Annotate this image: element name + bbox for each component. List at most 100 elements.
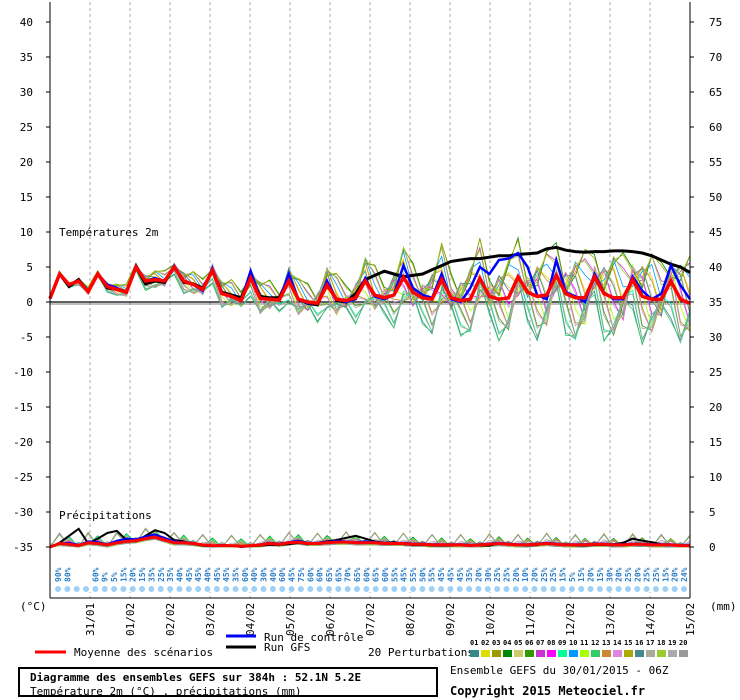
right-tick-label: 10 [709, 471, 722, 484]
precip-drop-icon [475, 586, 482, 592]
perturbation-id-label: 13 [602, 639, 610, 647]
precip-probability-label: 35% [166, 567, 175, 582]
x-date-label: 14/02 [644, 603, 657, 636]
x-date-label: 31/01 [84, 603, 97, 636]
perturbation-temperature-line [49, 266, 691, 343]
precip-probability-label: 9% [101, 572, 110, 582]
precip-drop-icon [419, 586, 426, 592]
precip-probability-label: 15% [138, 567, 147, 582]
mean-temperature-line [48, 263, 691, 306]
precip-drop-icon [55, 586, 61, 592]
perturbation-id-label: 16 [635, 639, 643, 647]
precip-probability-label: 10% [521, 567, 530, 582]
precip-drop-icon [540, 586, 547, 592]
left-tick-label: 40 [20, 16, 33, 29]
precip-probability-label: 45% [446, 567, 455, 582]
precip-probability-label: 15% [661, 567, 670, 582]
precip-drop-icon [129, 586, 136, 592]
right-tick-label: 75 [709, 16, 722, 29]
precip-drop-icon [587, 586, 594, 592]
precip-drop-icon [232, 586, 239, 592]
right-tick-label: 55 [709, 156, 722, 169]
perturbation-id-label: 17 [646, 639, 654, 647]
x-date-label: 12/02 [564, 603, 577, 636]
precip-drop-icon [269, 586, 276, 592]
perturbation-id-label: 15 [624, 639, 632, 647]
perturbation-id-label: 10 [569, 639, 577, 647]
precip-probability-label: 30% [605, 567, 614, 582]
precip-probability-label: 35% [147, 567, 156, 582]
perturbation-color-swatch [646, 650, 655, 657]
precip-probability-label: 45% [213, 567, 222, 582]
precip-drop-icon [438, 586, 445, 592]
precip-probability-label: 25% [624, 567, 633, 582]
x-date-label: 01/02 [124, 603, 137, 636]
precip-drop-icon [466, 586, 473, 592]
left-tick-label: 0 [26, 296, 33, 309]
perturbation-color-swatch [679, 650, 688, 657]
precip-drop-icon [335, 586, 342, 592]
right-tick-label: 65 [709, 86, 722, 99]
left-tick-label: -25 [13, 471, 33, 484]
left-tick-label: 5 [26, 261, 33, 274]
perturbation-temperature-line [49, 260, 691, 313]
perturbation-color-swatch [613, 650, 622, 657]
precip-drop-icon [531, 586, 538, 592]
precip-drop-icon [120, 586, 127, 592]
perturbation-color-swatch [657, 650, 666, 657]
perturbation-color-swatch [569, 650, 578, 657]
perturbation-color-swatch [481, 650, 490, 657]
chart-axes: 4035302520151050-5-10-15-20-25-30-357570… [13, 2, 722, 636]
perturbation-color-swatch [624, 650, 633, 657]
right-tick-label: 15 [709, 436, 722, 449]
perturbation-temperature-line [49, 250, 691, 305]
copyright-text: Copyright 2015 Meteociel.fr [450, 684, 646, 698]
precip-probability-label: 25% [540, 567, 549, 582]
mean-precip-line [49, 535, 690, 549]
perturbation-id-label: 07 [536, 639, 544, 647]
left-tick-label: -30 [13, 506, 33, 519]
precip-probability-label: 50% [418, 567, 427, 582]
precip-probability-label: 30% [260, 567, 269, 582]
perturbation-color-swatch [492, 650, 501, 657]
precip-probability-label: 35% [232, 567, 241, 582]
precip-drop-icon [92, 586, 99, 592]
precip-probability-label: 25% [643, 567, 652, 582]
precip-probability-label: 60% [381, 567, 390, 582]
right-tick-label: 60 [709, 121, 722, 134]
left-tick-label: 10 [20, 226, 33, 239]
precip-probability-label: 45% [185, 567, 194, 582]
precip-drop-icon [494, 586, 501, 592]
precip-drop-icon [73, 586, 80, 592]
precip-drop-icon [372, 586, 379, 592]
precip-probability-label: 40% [269, 567, 278, 582]
precip-probability-label: 24% [680, 567, 689, 582]
legend-control-label: Run de contrôle [264, 631, 363, 644]
precip-drop-icon [307, 586, 314, 592]
precip-drop-icon [643, 586, 650, 592]
precip-probability-label: 20% [615, 567, 624, 582]
precip-drop-icon [447, 586, 454, 592]
perturbation-color-swatch [635, 650, 644, 657]
right-tick-label: 0 [709, 541, 716, 554]
precip-drop-icon [101, 586, 108, 592]
perturbation-color-swatch [470, 650, 479, 657]
left-tick-label: -35 [13, 541, 33, 554]
perturbation-id-label: 18 [657, 639, 665, 647]
perturbation-id-label: 19 [668, 639, 676, 647]
precip-drop-icon [204, 586, 211, 592]
precip-drop-icon [484, 586, 491, 592]
perturbation-color-swatch [514, 650, 523, 657]
precip-panel-label: Précipitations [59, 509, 152, 522]
precip-drop-icon [624, 586, 631, 592]
chart-subtitle: Température 2m (°C) , précipitations (mm… [30, 685, 302, 698]
precip-probability-label: 90% [54, 567, 63, 582]
precip-probability-label: 65% [372, 567, 381, 582]
right-tick-label: 70 [709, 51, 722, 64]
precip-drop-icon [568, 586, 575, 592]
left-tick-label: 20 [20, 156, 33, 169]
right-tick-label: 5 [709, 506, 716, 519]
precip-probability-label: 25% [652, 567, 661, 582]
perturbation-id-label: 01 [470, 639, 478, 647]
precip-probability-label: 15% [577, 567, 586, 582]
